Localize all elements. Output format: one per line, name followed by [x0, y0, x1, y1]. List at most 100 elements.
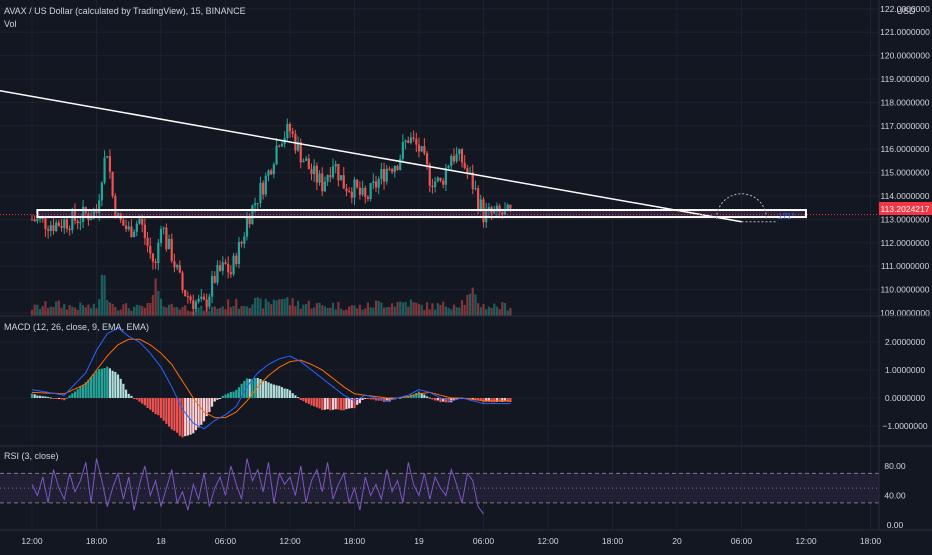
time-tick-label: 18:00	[860, 536, 882, 546]
macd-histogram-bar	[272, 384, 275, 398]
candle-body	[302, 160, 305, 163]
candle-body	[162, 227, 165, 229]
candle-body	[95, 211, 98, 214]
time-tick-label: 12:00	[21, 536, 43, 546]
volume-bar	[106, 300, 109, 316]
macd-histogram-bar	[286, 388, 289, 398]
volume-bar	[283, 298, 286, 316]
macd-histogram-bar	[506, 398, 509, 402]
macd-histogram-bar	[485, 398, 488, 402]
macd-histogram-bar	[337, 398, 340, 410]
macd-histogram-bar	[444, 398, 447, 403]
volume-bar	[197, 307, 200, 316]
volume-bar	[377, 300, 380, 316]
macd-histogram-bar	[399, 397, 402, 399]
candle-body	[463, 162, 466, 169]
volume-bar	[71, 306, 74, 316]
candle-body	[192, 300, 195, 310]
volume-bar	[216, 308, 219, 316]
candle-body	[342, 175, 345, 189]
price-tick-label: 120.0000000	[880, 51, 930, 61]
macd-histogram-bar	[482, 398, 485, 403]
candle-body	[364, 187, 367, 198]
volume-bar	[388, 306, 391, 316]
volume-bar	[288, 305, 292, 316]
macd-histogram-bar	[331, 398, 335, 410]
volume-bar	[245, 306, 249, 316]
macd-histogram-bar	[479, 398, 482, 401]
candle-body	[353, 179, 356, 198]
volume-bar	[350, 305, 353, 316]
volume-bar	[44, 301, 47, 316]
annotations[interactable]	[0, 89, 879, 223]
macd-histogram-bar	[477, 398, 480, 401]
macd-histogram-bar	[299, 398, 302, 400]
volume-bar	[133, 306, 136, 316]
candle-body	[337, 163, 340, 181]
volume-bar	[41, 306, 44, 316]
macd-histogram-bar	[243, 380, 246, 398]
macd-histogram-bar	[200, 398, 203, 425]
volume-bar	[178, 309, 181, 316]
candle-body	[366, 197, 370, 199]
price-tick-label: 114.0000000	[880, 191, 929, 201]
macd-histogram-bar	[278, 385, 281, 398]
candle-body	[63, 219, 66, 228]
volume-bar	[68, 304, 71, 316]
candle-body	[275, 145, 278, 165]
candle-body	[186, 296, 189, 298]
currency-label: USD	[896, 6, 916, 16]
candle-body	[417, 144, 421, 152]
candle-body	[133, 231, 136, 238]
volume-bar	[393, 306, 396, 316]
volume-bar	[33, 304, 36, 316]
volume-bar	[436, 303, 439, 316]
volume-bar	[374, 300, 378, 316]
volume-bar	[425, 302, 429, 316]
candle-body	[124, 225, 128, 230]
macd-histogram-bar	[229, 391, 232, 398]
macd-histogram-bar	[253, 377, 257, 398]
candle-body	[157, 242, 160, 263]
volume-bar	[361, 309, 364, 316]
macd-histogram-bar	[90, 376, 93, 398]
macd-histogram-bar	[189, 398, 192, 435]
macd-histogram-bar	[339, 398, 343, 411]
candle-body	[30, 219, 34, 221]
volume-bar	[30, 309, 34, 316]
macd-histogram-bar	[76, 389, 79, 398]
volume-bar	[396, 301, 399, 316]
macd-histogram-bar	[248, 378, 251, 398]
macd-histogram-bar	[412, 394, 415, 398]
macd-histogram-bar	[434, 398, 437, 401]
macd-histogram-bar	[509, 398, 512, 403]
volume-bar	[186, 310, 189, 316]
candle-body	[498, 205, 501, 213]
volume-bar	[248, 307, 251, 316]
volume-bar	[267, 301, 270, 316]
candle-body	[178, 265, 181, 273]
macd-histogram-bar	[474, 398, 477, 401]
macd-histogram-bar	[251, 378, 254, 398]
candle-body	[388, 168, 391, 170]
candle-body	[348, 191, 351, 193]
volume-bar	[409, 299, 413, 316]
candle-body	[442, 180, 445, 185]
volume-bar	[348, 306, 351, 316]
volume-bar	[108, 302, 112, 316]
candle-body	[106, 156, 109, 158]
candle-body	[122, 219, 125, 226]
macd-histogram-bar	[103, 367, 106, 398]
volume-bar	[256, 297, 259, 316]
volume-bar	[345, 309, 348, 316]
macd-histogram-bar	[452, 398, 456, 401]
macd-histogram-bar	[420, 393, 423, 398]
macd-histogram-bar	[60, 398, 63, 400]
candle-body	[205, 299, 208, 307]
candle-body	[477, 188, 480, 210]
macd-histogram-bar	[192, 398, 195, 434]
candle-body	[71, 210, 74, 231]
time-tick-label: 12:00	[279, 536, 301, 546]
candle-body	[404, 140, 407, 143]
macd-histogram-bar	[415, 392, 418, 398]
